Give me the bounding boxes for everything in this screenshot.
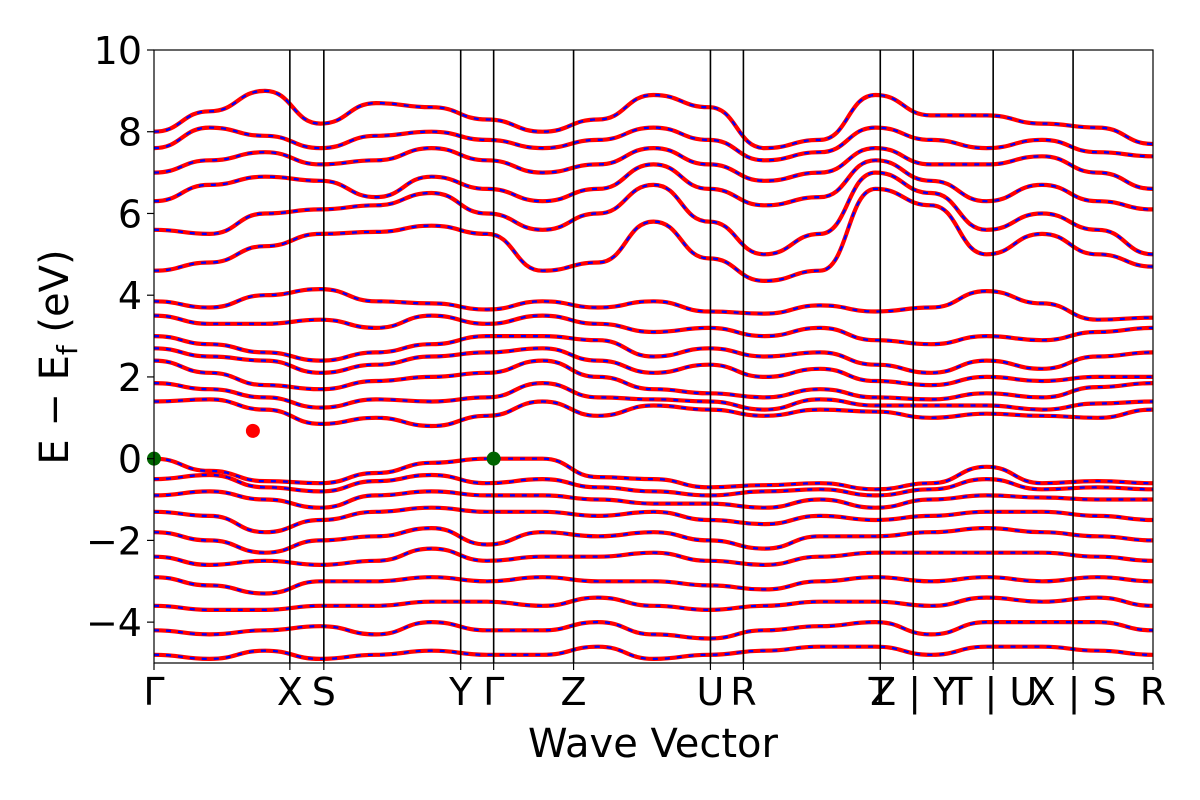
band-lines xyxy=(154,88,1153,662)
x-tick-label-12: R xyxy=(1140,670,1166,714)
conduction-band-8-red xyxy=(154,170,1153,257)
conduction-band-6-red xyxy=(154,286,1153,322)
y-tick-label-1: −2 xyxy=(86,519,142,563)
x-tick-label-1: X xyxy=(277,670,303,714)
vbm-marker-1 xyxy=(486,451,501,466)
conduction-band-4-blue xyxy=(154,335,1153,374)
conduction-band-11-red xyxy=(154,125,1153,163)
valence-band-8-blue xyxy=(154,620,1153,640)
conduction-band-2-blue xyxy=(154,359,1153,401)
x-axis-label: Wave Vector xyxy=(528,721,779,767)
high-symmetry-lines xyxy=(289,50,1074,663)
y-tick-label-6: 8 xyxy=(118,111,142,155)
x-tick-label-8: T xyxy=(868,670,893,714)
x-tick-label-4: Γ xyxy=(483,670,504,714)
conduction-band-4-red xyxy=(154,334,1153,375)
valence-band-0-blue xyxy=(154,457,1153,491)
y-axis-label-main: E − E xyxy=(32,355,78,465)
valence-band-6-blue xyxy=(154,576,1153,595)
valence-band-5-red xyxy=(154,546,1153,568)
x-tick-label-11: X | S xyxy=(1030,670,1117,715)
y-tick-label-7: 10 xyxy=(94,29,142,73)
valence-band-9-blue xyxy=(154,645,1153,661)
cbm-marker-2 xyxy=(245,423,260,438)
y-axis-label-unit: (eV) xyxy=(32,249,78,345)
conduction-band-2-red xyxy=(154,358,1153,402)
conduction-band-12-blue xyxy=(154,89,1153,150)
y-axis-ticks: −4 −2 0 2 4 6 8 10 xyxy=(86,29,154,645)
conduction-band-6-blue xyxy=(154,287,1153,321)
valence-band-5-blue xyxy=(154,547,1153,567)
conduction-band-9-blue xyxy=(154,159,1153,211)
conduction-band-0-red xyxy=(154,397,1153,429)
x-tick-label-7: R xyxy=(730,670,756,714)
y-axis-label-sub: f xyxy=(51,344,84,355)
valence-band-3-blue xyxy=(154,506,1153,534)
y-tick-label-3: 2 xyxy=(118,356,142,400)
valence-band-4-blue xyxy=(154,526,1153,554)
valence-band-9-red xyxy=(154,644,1153,662)
conduction-band-3-red xyxy=(154,346,1153,388)
y-tick-label-2: 0 xyxy=(118,438,142,482)
valence-band-8-red xyxy=(154,619,1153,641)
x-tick-label-5: Z xyxy=(561,670,587,714)
x-tick-label-0: Γ xyxy=(143,670,164,714)
y-axis-label: E − Ef (eV) xyxy=(32,249,84,464)
x-tick-label-3: Y xyxy=(448,670,473,714)
valence-band-7-red xyxy=(154,595,1153,613)
valence-band-4-red xyxy=(154,525,1153,555)
conduction-band-7-red xyxy=(154,186,1153,284)
y-tick-label-4: 4 xyxy=(118,274,142,318)
conduction-band-12-red xyxy=(154,88,1153,151)
y-tick-label-5: 6 xyxy=(118,192,142,236)
valence-band-2-red xyxy=(154,489,1153,510)
y-tick-label-0: −4 xyxy=(86,601,142,645)
x-tick-label-6: U xyxy=(697,670,725,714)
valence-band-1-blue xyxy=(154,473,1153,497)
conduction-band-1-blue xyxy=(154,381,1153,411)
conduction-band-5-red xyxy=(154,313,1153,347)
plot-frame xyxy=(153,49,1154,664)
conduction-band-0-blue xyxy=(154,398,1153,428)
x-tick-label-9: Z | Y xyxy=(870,670,957,715)
valence-band-2-blue xyxy=(154,490,1153,509)
x-tick-label-2: S xyxy=(312,670,336,714)
valence-band-0-red xyxy=(154,456,1153,492)
conduction-band-8-blue xyxy=(154,171,1153,256)
conduction-band-3-blue xyxy=(154,347,1153,387)
conduction-band-10-blue xyxy=(154,146,1153,190)
conduction-band-5-blue xyxy=(154,314,1153,346)
valence-band-6-red xyxy=(154,575,1153,596)
x-tick-label-10: T | U xyxy=(948,670,1037,715)
conduction-band-10-red xyxy=(154,145,1153,191)
